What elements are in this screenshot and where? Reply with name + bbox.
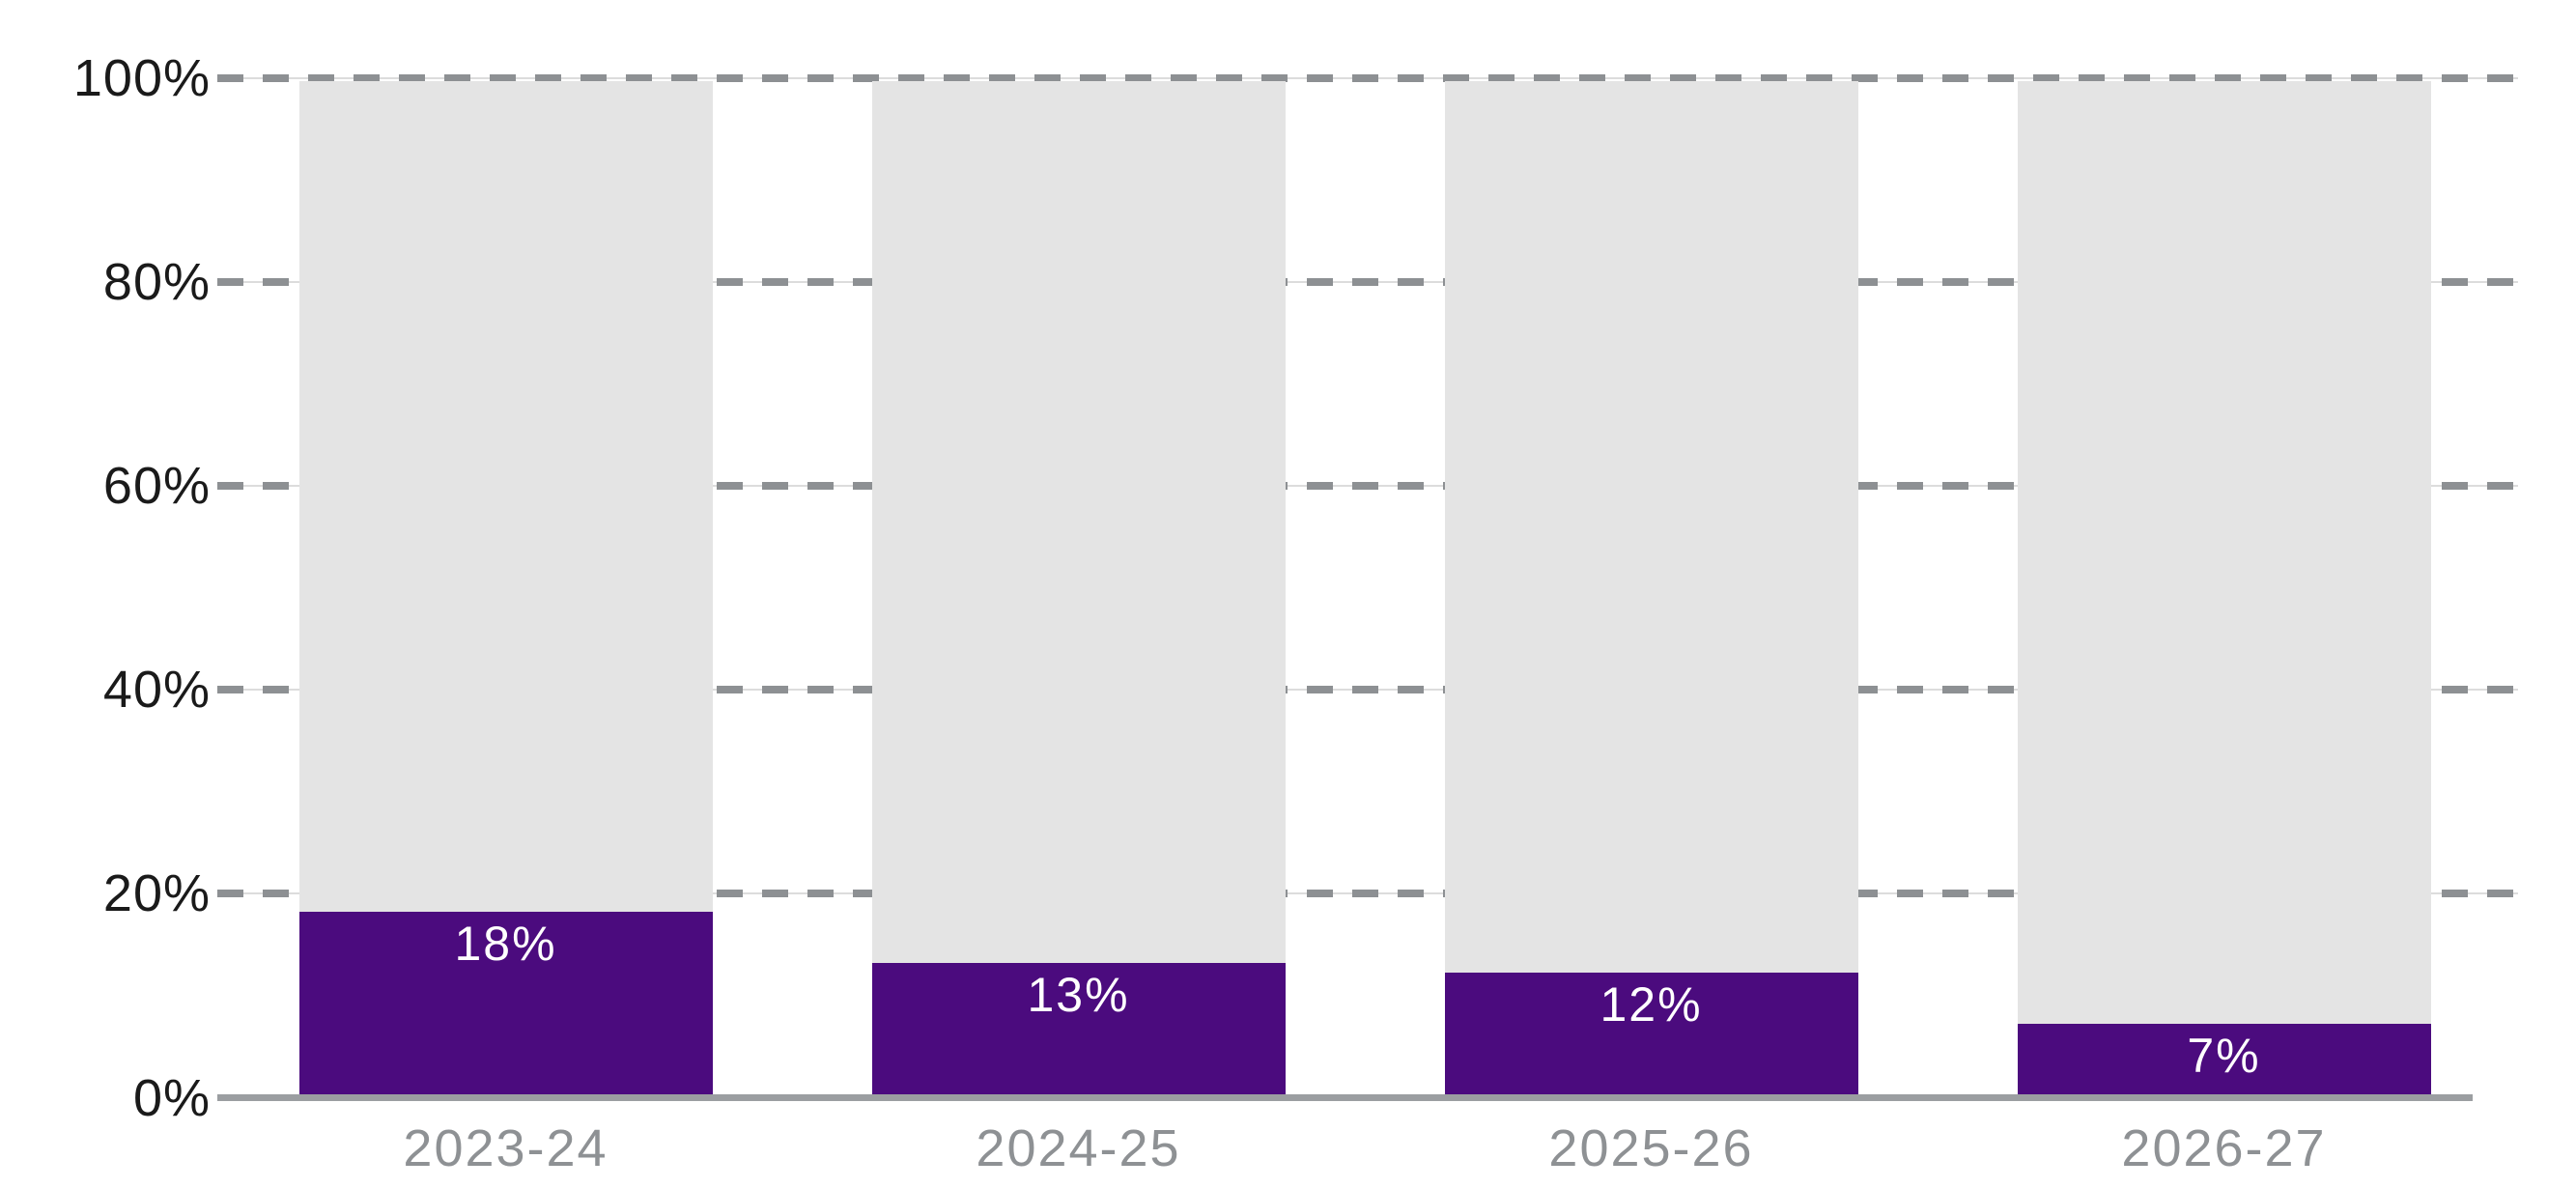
bar-remainder-segment: 13% [871, 81, 1286, 1094]
y-tick-label: 80% [102, 253, 211, 312]
bar-remainder-segment: 12% [1444, 81, 1858, 1094]
bar-highlight-segment: 7% [2017, 1024, 2431, 1094]
y-tick-label: 60% [102, 457, 211, 516]
bar-remainder-segment: 7% [2017, 81, 2431, 1094]
gridline-dashed [217, 890, 2518, 898]
y-tick-label: 20% [102, 864, 211, 923]
x-axis-category-label: 2023-24 [403, 1119, 609, 1177]
bar-highlight-segment: 18% [298, 912, 713, 1094]
bar-value-label: 18% [454, 917, 557, 971]
x-axis-line [217, 1094, 2473, 1101]
x-axis-category-label: 2024-25 [976, 1119, 1181, 1177]
bar-highlight-segment: 13% [871, 963, 1286, 1094]
bar-value-label: 13% [1027, 968, 1130, 1022]
y-tick-label: 100% [72, 49, 211, 107]
gridline-dashed [217, 482, 2518, 491]
gridline-dashed [217, 686, 2518, 694]
x-axis-category-label: 2025-26 [1548, 1119, 1754, 1177]
gridline-dashed [217, 74, 2518, 82]
bar-remainder-segment: 18% [298, 81, 713, 1094]
bar-highlight-segment: 12% [1444, 973, 1858, 1094]
x-axis-category-label: 2026-27 [2121, 1119, 2327, 1177]
y-tick-label: 40% [102, 661, 211, 720]
bar-value-label: 7% [2187, 1029, 2261, 1083]
gridline-dashed [217, 278, 2518, 287]
y-tick-label: 0% [132, 1068, 211, 1127]
bar-value-label: 12% [1599, 977, 1703, 1032]
